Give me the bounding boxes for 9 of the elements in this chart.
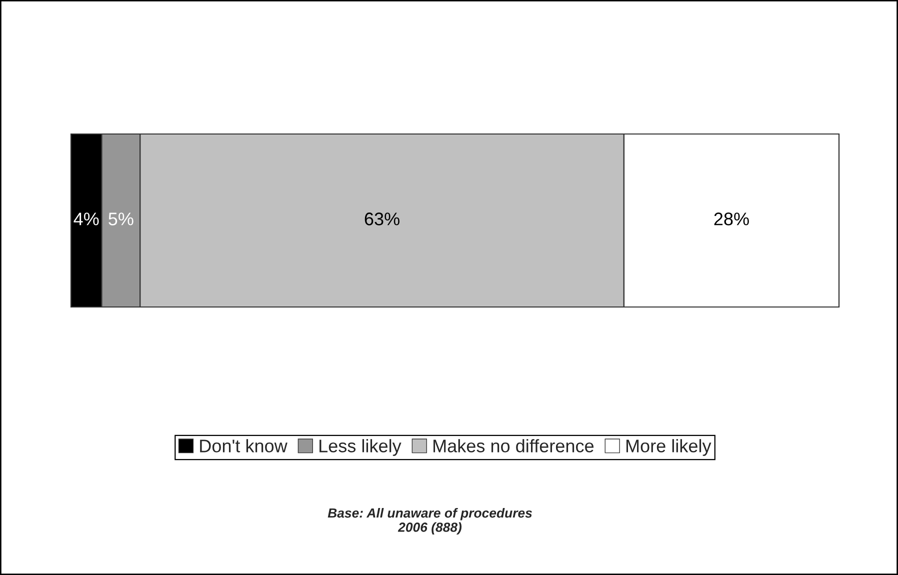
legend-label: Less likely — [320, 439, 402, 456]
legend-label: Don't know — [200, 439, 288, 452]
legend-label: More likely — [626, 439, 712, 456]
legend-label: Makes no difference — [434, 439, 594, 452]
data-label: 28% — [714, 212, 749, 226]
data-label: 4% — [74, 212, 99, 226]
data-label: 63% — [364, 212, 400, 226]
data-label: 5% — [108, 212, 134, 226]
text: Base: All unaware of procedures 2006 (888) — [328, 508, 532, 535]
